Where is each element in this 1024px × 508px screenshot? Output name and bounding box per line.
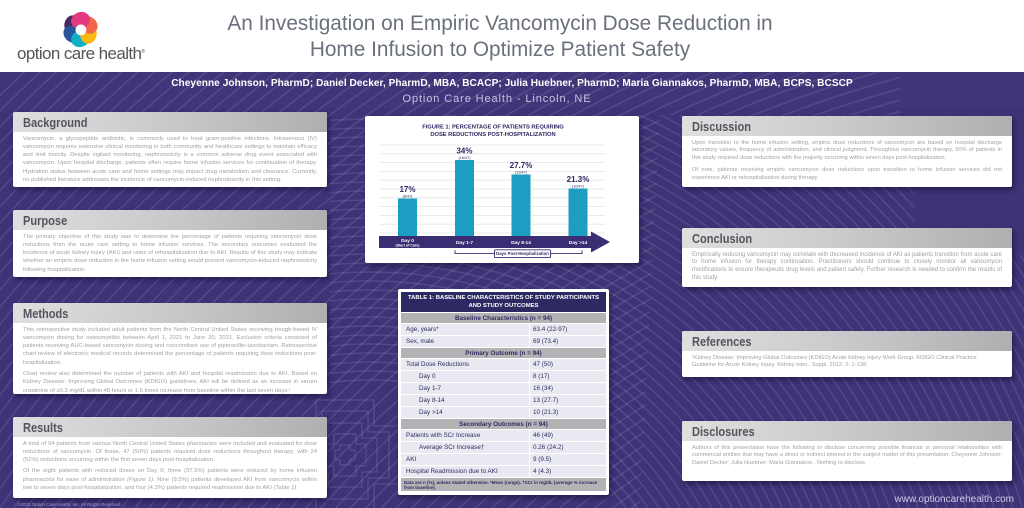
svg-text:(16/47): (16/47): [458, 156, 471, 160]
svg-text:(8/47): (8/47): [403, 194, 414, 198]
svg-text:DOSE REDUCTIONS POST-HOSPITALI: DOSE REDUCTIONS POST-HOSPITALIZATION: [430, 132, 555, 138]
svg-text:(10/47): (10/47): [572, 184, 585, 188]
svg-text:(13/47): (13/47): [515, 170, 528, 174]
svg-text:Day 1-7: Day 1-7: [456, 240, 473, 246]
svg-text:Day >14: Day >14: [569, 240, 588, 246]
svg-text:FIGURE 1: PERCENTAGE OF PATIEN: FIGURE 1: PERCENTAGE OF PATIENTS REQUIRI…: [422, 125, 564, 131]
svg-text:17%: 17%: [399, 185, 415, 194]
svg-text:(Start of Care): (Start of Care): [396, 244, 421, 248]
svg-text:Days Post-Hospitalization: Days Post-Hospitalization: [496, 251, 549, 256]
svg-text:Day 8-14: Day 8-14: [511, 240, 531, 246]
svg-text:Day 0: Day 0: [401, 238, 414, 244]
svg-text:27.7%: 27.7%: [510, 161, 533, 170]
svg-text:34%: 34%: [456, 147, 472, 156]
svg-text:21.3%: 21.3%: [567, 175, 590, 184]
